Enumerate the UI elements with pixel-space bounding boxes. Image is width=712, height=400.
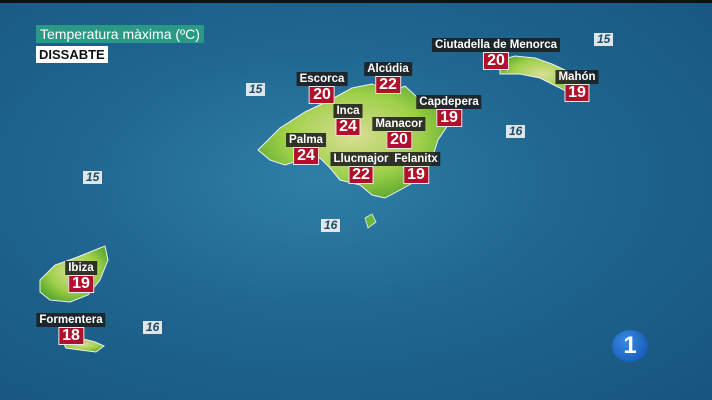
city-temp: 20 — [386, 131, 412, 149]
city-temp: 24 — [293, 147, 319, 165]
city-temp: 20 — [483, 52, 509, 70]
sea-temp: 16 — [506, 125, 526, 138]
city-temp: 22 — [348, 166, 374, 184]
city-temp: 19 — [436, 109, 462, 127]
city-ibiza: Ibiza 19 — [65, 261, 97, 293]
sea-temp: 16 — [143, 321, 163, 334]
sea-temp: 15 — [83, 171, 103, 184]
city-name: Felanitx — [391, 152, 441, 166]
city-escorca: Escorca 20 — [296, 72, 348, 104]
city-manacor: Manacor 20 — [372, 117, 426, 149]
city-ciutadella: Ciutadella de Menorca 20 — [431, 38, 561, 70]
city-palma: Palma 24 — [286, 133, 326, 165]
city-name: Manacor — [372, 117, 426, 131]
city-name: Alcúdia — [364, 62, 412, 76]
city-temp: 19 — [564, 84, 590, 102]
city-name: Inca — [333, 104, 363, 118]
city-temp: 19 — [403, 166, 429, 184]
city-name: Ibiza — [65, 261, 97, 275]
city-temp: 24 — [335, 118, 361, 136]
city-felanitx: Felanitx 19 — [391, 152, 441, 184]
sea-temp: 15 — [594, 33, 614, 46]
city-name: Llucmajor — [330, 152, 392, 166]
city-formentera: Formentera 18 — [36, 313, 106, 345]
city-temp: 18 — [58, 327, 84, 345]
city-name: Formentera — [36, 313, 106, 327]
city-alcudia: Alcúdia 22 — [364, 62, 412, 94]
city-temp: 20 — [309, 86, 335, 104]
channel-logo: 1 — [612, 330, 648, 362]
cabrera-island — [364, 213, 377, 229]
city-mahon: Mahón 19 — [555, 70, 599, 102]
city-name: Ciutadella de Menorca — [431, 38, 561, 52]
city-llucmajor: Llucmajor 22 — [330, 152, 392, 184]
sea-temp: 16 — [321, 219, 341, 232]
city-name: Palma — [286, 133, 326, 147]
map-title: Temperatura màxima (ºC) — [36, 25, 204, 43]
day-label: DISSABTE — [36, 46, 108, 63]
city-name: Capdepera — [416, 95, 482, 109]
city-name: Mahón — [555, 70, 599, 84]
city-temp: 22 — [375, 76, 401, 94]
sea-temp: 15 — [246, 83, 266, 96]
city-temp: 19 — [68, 275, 94, 293]
top-bar — [0, 0, 712, 3]
city-capdepera: Capdepera 19 — [416, 95, 482, 127]
city-name: Escorca — [296, 72, 348, 86]
city-inca: Inca 24 — [333, 104, 363, 136]
